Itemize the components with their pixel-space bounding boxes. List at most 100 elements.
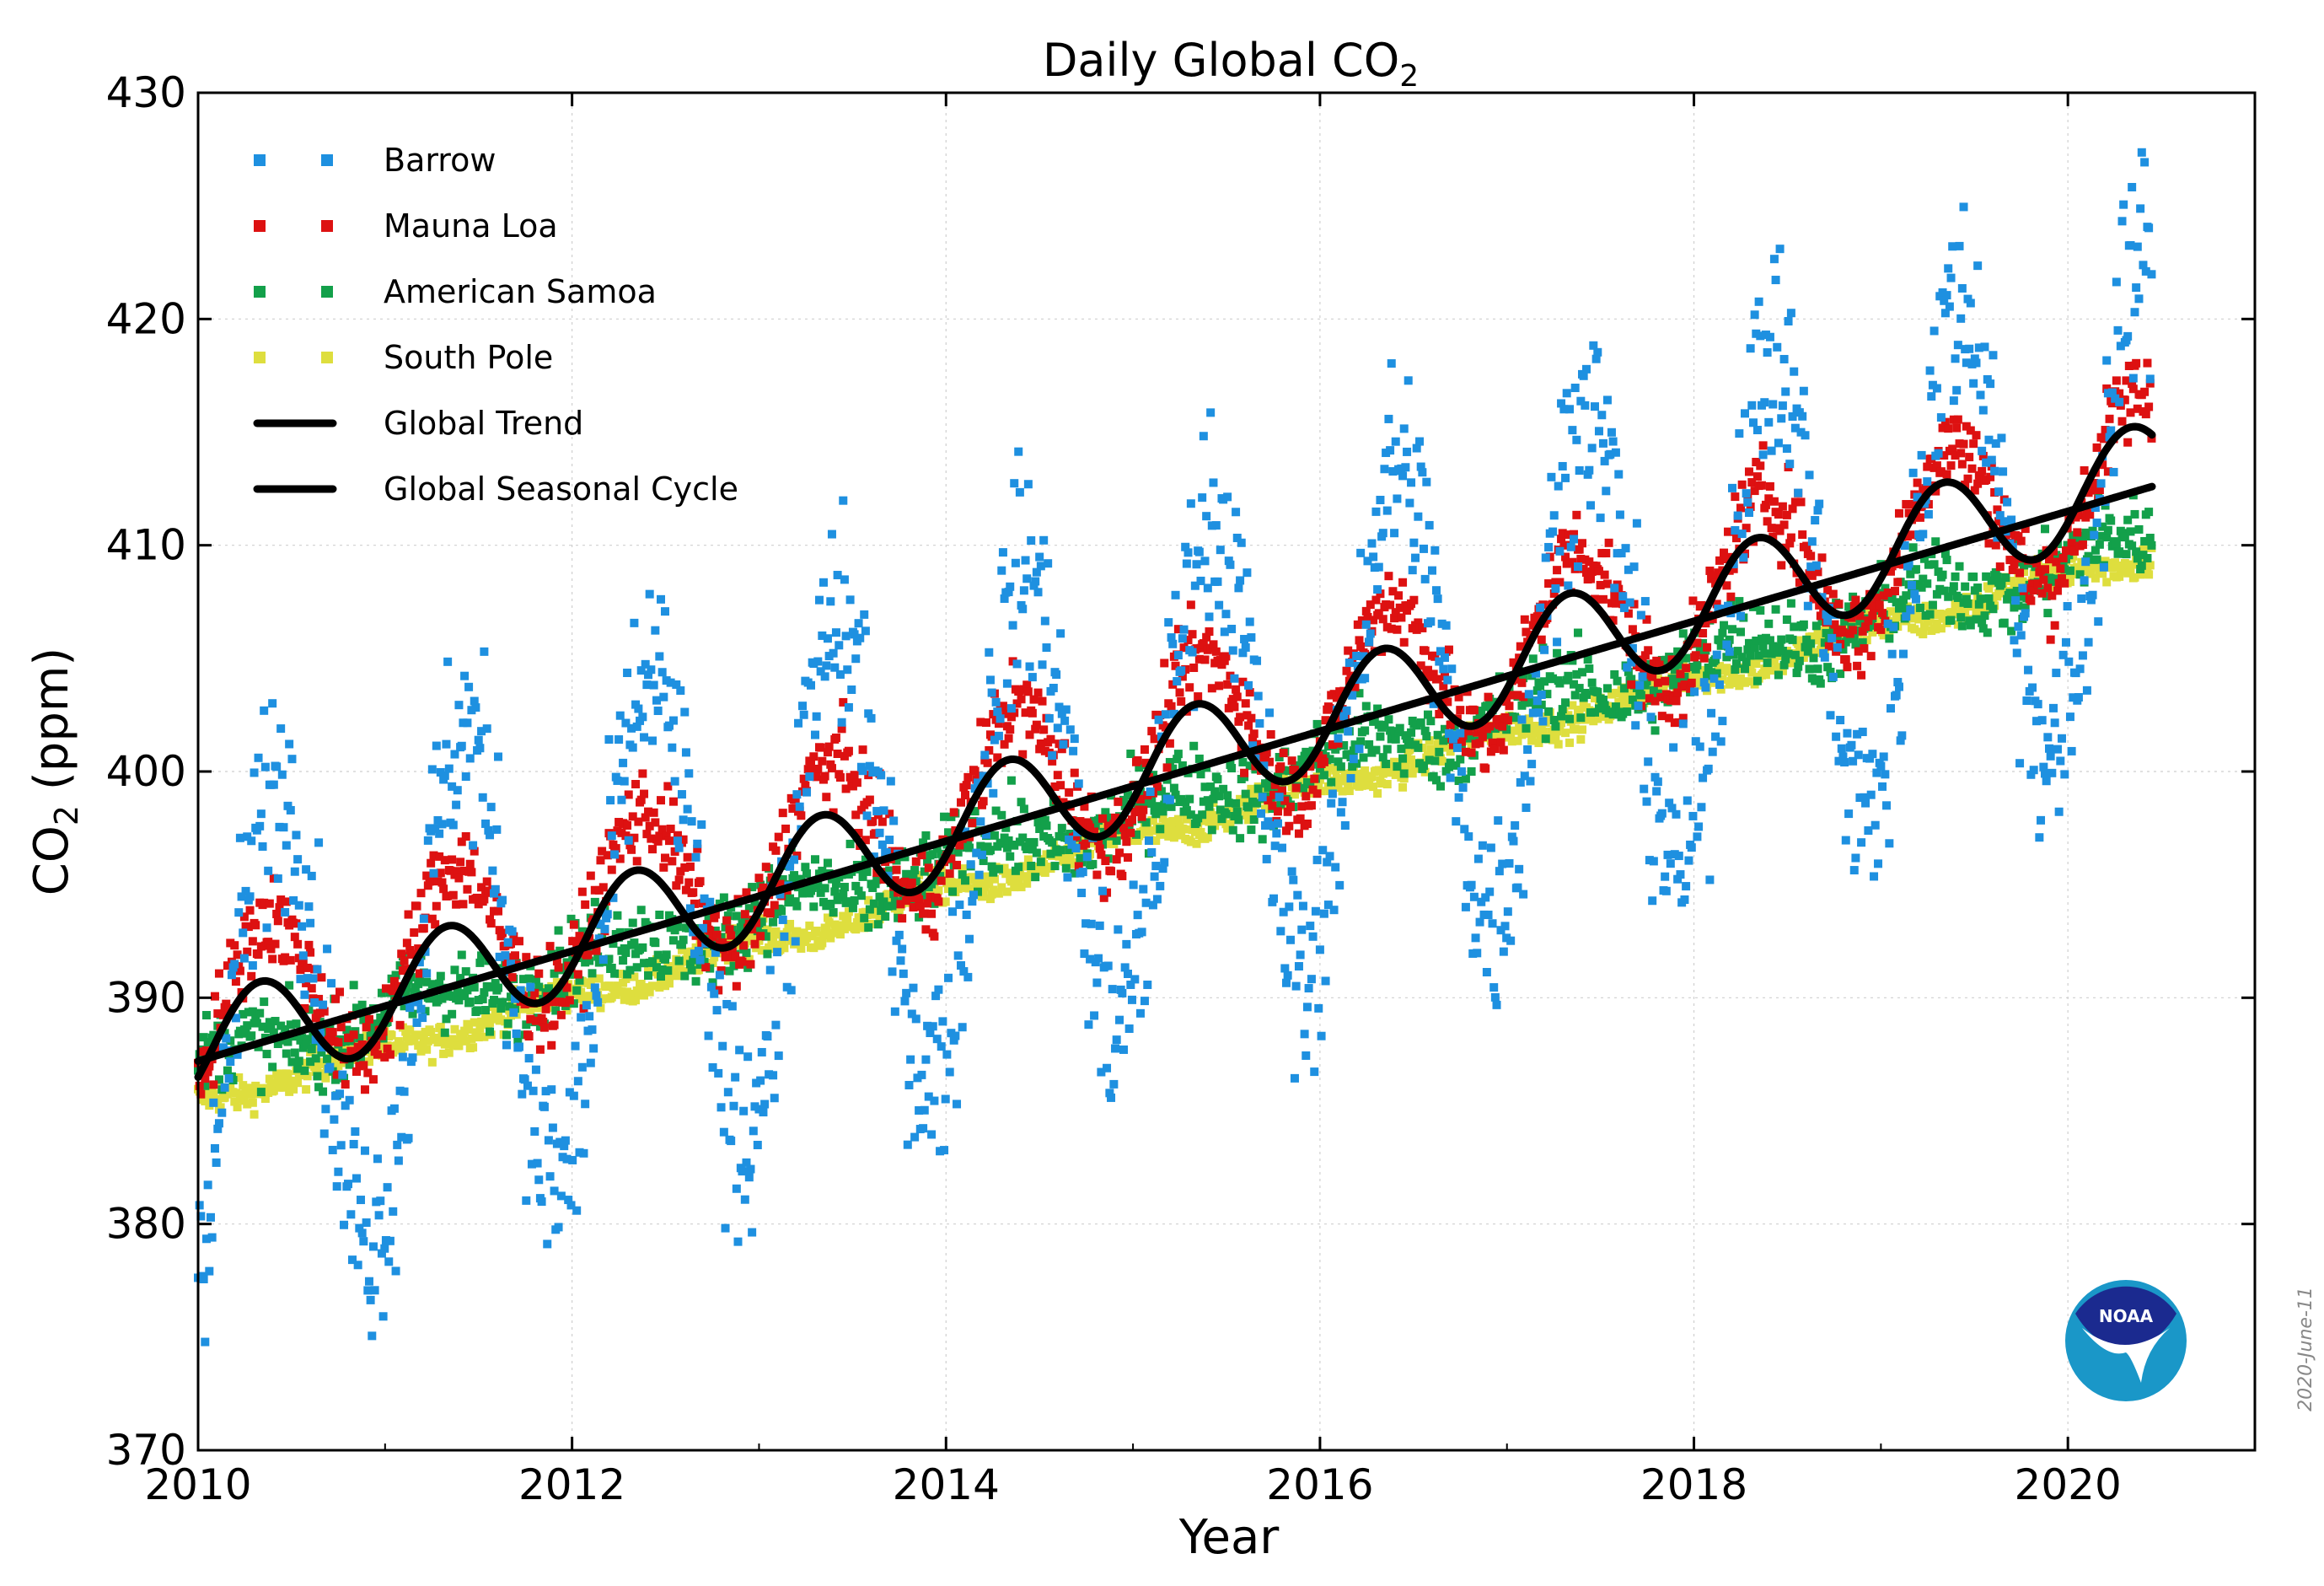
mauna-loa-point <box>1270 780 1280 789</box>
barrow-point <box>790 855 799 864</box>
south-pole-point <box>1811 632 1821 642</box>
barrow-point <box>632 722 641 731</box>
american-samoa-point <box>534 982 544 992</box>
american-samoa-point <box>1982 572 1991 581</box>
south-pole-point <box>1534 739 1543 748</box>
barrow-point <box>1211 521 1221 530</box>
mauna-loa-point <box>514 937 523 946</box>
american-samoa-point <box>851 881 861 890</box>
mauna-loa-point <box>659 863 668 872</box>
mauna-loa-point <box>1276 762 1285 771</box>
barrow-point <box>1230 674 1239 683</box>
mauna-loa-point <box>302 978 311 987</box>
barrow-point <box>627 723 636 733</box>
mauna-loa-point <box>575 932 584 941</box>
mauna-loa-point <box>1959 439 1968 449</box>
barrow-point <box>717 1103 726 1112</box>
american-samoa-point <box>1781 654 1790 664</box>
south-pole-point <box>1747 668 1757 677</box>
mauna-loa-point <box>598 847 607 856</box>
barrow-point <box>949 1035 958 1045</box>
mauna-loa-point <box>1516 642 1525 651</box>
mauna-loa-point <box>774 832 783 841</box>
mauna-loa-point <box>1397 613 1406 622</box>
american-samoa-point <box>948 887 958 896</box>
barrow-point <box>294 901 303 910</box>
mauna-loa-point <box>1454 692 1463 702</box>
barrow-point <box>1203 583 1212 593</box>
mauna-loa-point <box>2098 460 2107 470</box>
south-pole-point <box>1446 747 1455 756</box>
barrow-point <box>283 801 293 810</box>
mauna-loa-point <box>776 879 785 889</box>
american-samoa-point <box>1484 730 1493 739</box>
mauna-loa-point <box>1080 802 1089 811</box>
barrow-point <box>1307 975 1316 984</box>
barrow-point <box>979 771 988 781</box>
barrow-point <box>598 954 608 964</box>
barrow-point <box>1098 886 1108 895</box>
south-pole-point <box>2144 570 2154 579</box>
barrow-point <box>813 657 823 666</box>
mauna-loa-point <box>1302 792 1311 801</box>
mauna-loa-point <box>1056 781 1065 790</box>
barrow-point <box>239 954 249 963</box>
barrow-point <box>435 829 444 838</box>
american-samoa-point <box>588 969 597 978</box>
mauna-loa-point <box>1175 688 1184 697</box>
south-pole-point <box>1004 868 1013 878</box>
barrow-point <box>1279 907 1288 917</box>
mauna-loa-point <box>644 807 653 816</box>
barrow-point <box>256 809 266 819</box>
barrow-point <box>201 1337 210 1347</box>
american-samoa-point <box>461 967 470 976</box>
mauna-loa-point <box>2090 479 2099 488</box>
south-pole-point <box>289 1084 298 1094</box>
mauna-loa-point <box>653 836 663 846</box>
american-samoa-point <box>1984 594 1994 603</box>
mauna-loa-point <box>381 984 390 993</box>
barrow-point <box>306 918 315 927</box>
barrow-point <box>302 865 311 874</box>
barrow-point <box>1270 841 1280 851</box>
mauna-loa-point <box>1720 548 1729 557</box>
mauna-loa-point <box>383 1044 392 1053</box>
mauna-loa-point <box>368 1075 378 1084</box>
south-pole-point <box>1144 827 1153 836</box>
barrow-point <box>681 748 690 757</box>
american-samoa-point <box>551 1006 561 1015</box>
south-pole-point <box>518 1004 528 1013</box>
barrow-point <box>985 648 994 657</box>
barrow-point <box>991 697 1001 707</box>
barrow-point <box>340 1220 349 1229</box>
south-pole-point <box>782 927 792 937</box>
barrow-point <box>1276 927 1285 936</box>
south-pole-point <box>987 890 996 899</box>
american-samoa-point <box>2128 541 2137 551</box>
mauna-loa-point <box>739 941 749 950</box>
american-samoa-point <box>691 976 700 986</box>
barrow-point <box>290 867 299 876</box>
american-samoa-point <box>1915 603 1924 612</box>
mauna-loa-point <box>1232 692 1242 702</box>
mauna-loa-point <box>1023 687 1033 696</box>
mauna-loa-point <box>1699 628 1708 637</box>
barrow-point <box>1259 761 1269 771</box>
south-pole-point <box>1338 787 1347 796</box>
mauna-loa-point <box>1048 756 1057 766</box>
south-pole-point <box>279 1083 288 1092</box>
american-samoa-point <box>1885 634 1894 643</box>
american-samoa-point <box>940 812 949 821</box>
american-samoa-point <box>1315 764 1324 773</box>
barrow-point <box>581 1099 590 1109</box>
barrow-point <box>972 848 981 858</box>
south-pole-point <box>1693 680 1702 690</box>
barrow-point <box>743 1052 753 1062</box>
american-samoa-point <box>1424 710 1433 719</box>
barrow-point <box>205 1266 214 1276</box>
mauna-loa-point <box>389 987 398 996</box>
south-pole-point <box>2007 577 2016 586</box>
american-samoa-point <box>662 950 671 960</box>
barrow-point <box>619 758 628 767</box>
mauna-loa-point <box>439 884 448 894</box>
